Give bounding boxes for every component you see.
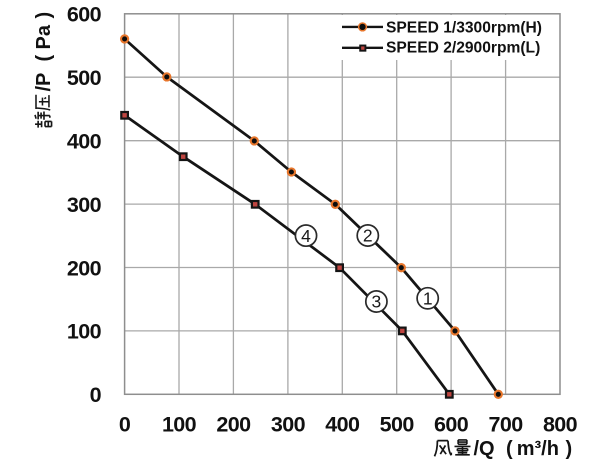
svg-text:0: 0 — [90, 383, 102, 407]
svg-text:500: 500 — [67, 66, 102, 90]
svg-text:600: 600 — [434, 413, 469, 437]
svg-text:m³/h: m³/h — [517, 438, 559, 460]
svg-text:300: 300 — [67, 193, 102, 217]
svg-text:/P: /P — [33, 73, 55, 92]
svg-text:300: 300 — [271, 413, 306, 437]
svg-text:0: 0 — [119, 413, 131, 437]
svg-text:800: 800 — [543, 413, 578, 437]
svg-text:100: 100 — [162, 413, 197, 437]
svg-text:400: 400 — [325, 413, 360, 437]
svg-text:Pa: Pa — [33, 24, 55, 49]
svg-text:SPEED 1/3300rpm(H): SPEED 1/3300rpm(H) — [386, 19, 542, 36]
svg-text:600: 600 — [67, 3, 102, 27]
svg-text:200: 200 — [216, 413, 251, 437]
svg-text:200: 200 — [67, 256, 102, 280]
svg-text:/Q: /Q — [474, 438, 495, 460]
svg-text:1: 1 — [423, 289, 433, 309]
svg-text:100: 100 — [67, 320, 102, 344]
svg-text:): ) — [566, 438, 573, 460]
svg-text:(: ( — [506, 438, 513, 460]
svg-text:4: 4 — [301, 226, 311, 246]
svg-text:2: 2 — [363, 226, 373, 246]
svg-text:400: 400 — [67, 130, 102, 154]
svg-text:): ) — [33, 12, 55, 19]
svg-text:3: 3 — [372, 292, 382, 312]
svg-text:(: ( — [33, 55, 55, 62]
svg-text:SPEED 2/2900rpm(L): SPEED 2/2900rpm(L) — [386, 40, 540, 57]
svg-text:500: 500 — [380, 413, 415, 437]
svg-text:700: 700 — [489, 413, 524, 437]
